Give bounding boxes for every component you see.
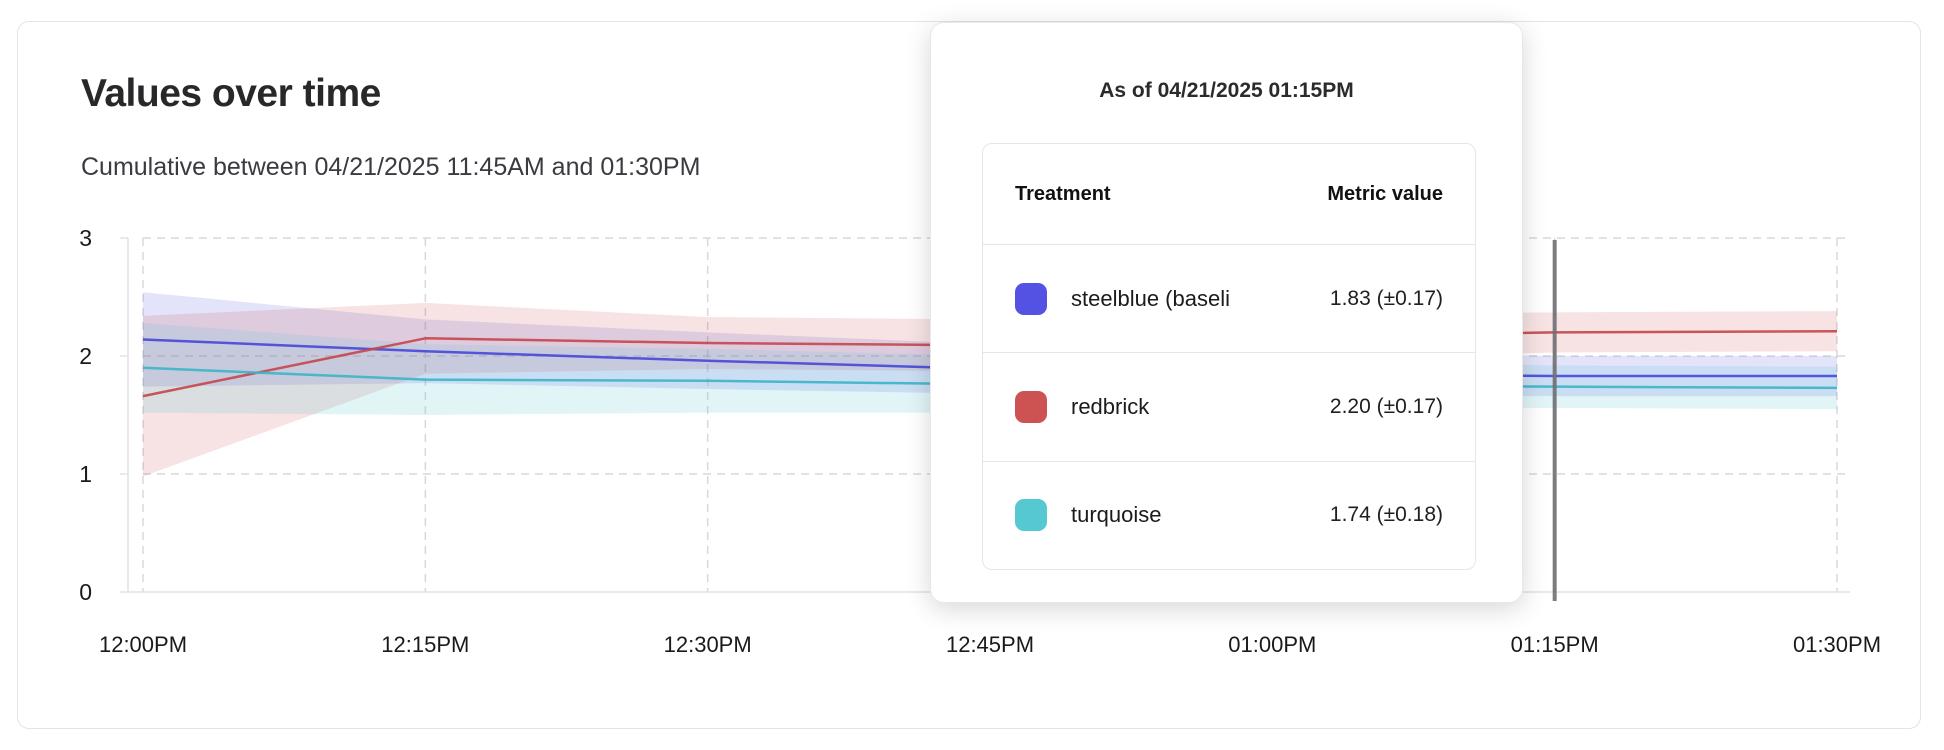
tooltip-timestamp: As of 04/21/2025 01:15PM bbox=[1099, 79, 1354, 102]
treatment-label: turquoise bbox=[1071, 502, 1162, 528]
tooltip-table-header: Treatment Metric value bbox=[983, 144, 1475, 245]
tooltip-table: Treatment Metric value steelblue (baseli… bbox=[982, 143, 1476, 570]
x-axis-tick-label: 01:15PM bbox=[1511, 632, 1599, 657]
y-axis-tick-label: 0 bbox=[79, 579, 92, 605]
metric-value-column-header: Metric value bbox=[1327, 182, 1443, 205]
y-axis-tick-label: 2 bbox=[79, 343, 92, 369]
tooltip-row: steelblue (baseli 1.83 (±0.17) bbox=[983, 245, 1475, 352]
y-axis-tick-label: 1 bbox=[79, 461, 92, 487]
series-color-swatch bbox=[1015, 390, 1047, 423]
page-title: Values over time bbox=[81, 72, 381, 115]
tooltip-row: turquoise 1.74 (±0.18) bbox=[983, 460, 1475, 569]
metric-value: 1.83 (±0.17) bbox=[1329, 286, 1443, 310]
x-axis-tick-label: 01:30PM bbox=[1793, 632, 1881, 657]
hover-tooltip: As of 04/21/2025 01:15PM Treatment Metri… bbox=[930, 22, 1523, 603]
y-axis-tick-label: 3 bbox=[79, 225, 92, 251]
x-axis-tick-label: 12:30PM bbox=[664, 632, 752, 657]
tooltip-row: redbrick 2.20 (±0.17) bbox=[983, 352, 1475, 460]
metric-value: 1.74 (±0.18) bbox=[1329, 503, 1443, 527]
x-axis-tick-label: 12:00PM bbox=[99, 632, 187, 657]
chart-subtitle: Cumulative between 04/21/2025 11:45AM an… bbox=[81, 153, 701, 181]
series-color-swatch bbox=[1015, 499, 1047, 532]
x-axis-tick-label: 01:00PM bbox=[1228, 632, 1316, 657]
treatment-label: steelblue (baseli bbox=[1071, 285, 1230, 311]
series-color-swatch bbox=[1015, 282, 1047, 315]
x-axis-tick-label: 12:45PM bbox=[946, 632, 1034, 657]
x-axis-tick-label: 12:15PM bbox=[381, 632, 469, 657]
metric-value: 2.20 (±0.17) bbox=[1329, 394, 1443, 418]
treatment-label: redbrick bbox=[1071, 393, 1150, 419]
treatment-column-header: Treatment bbox=[1015, 182, 1111, 205]
